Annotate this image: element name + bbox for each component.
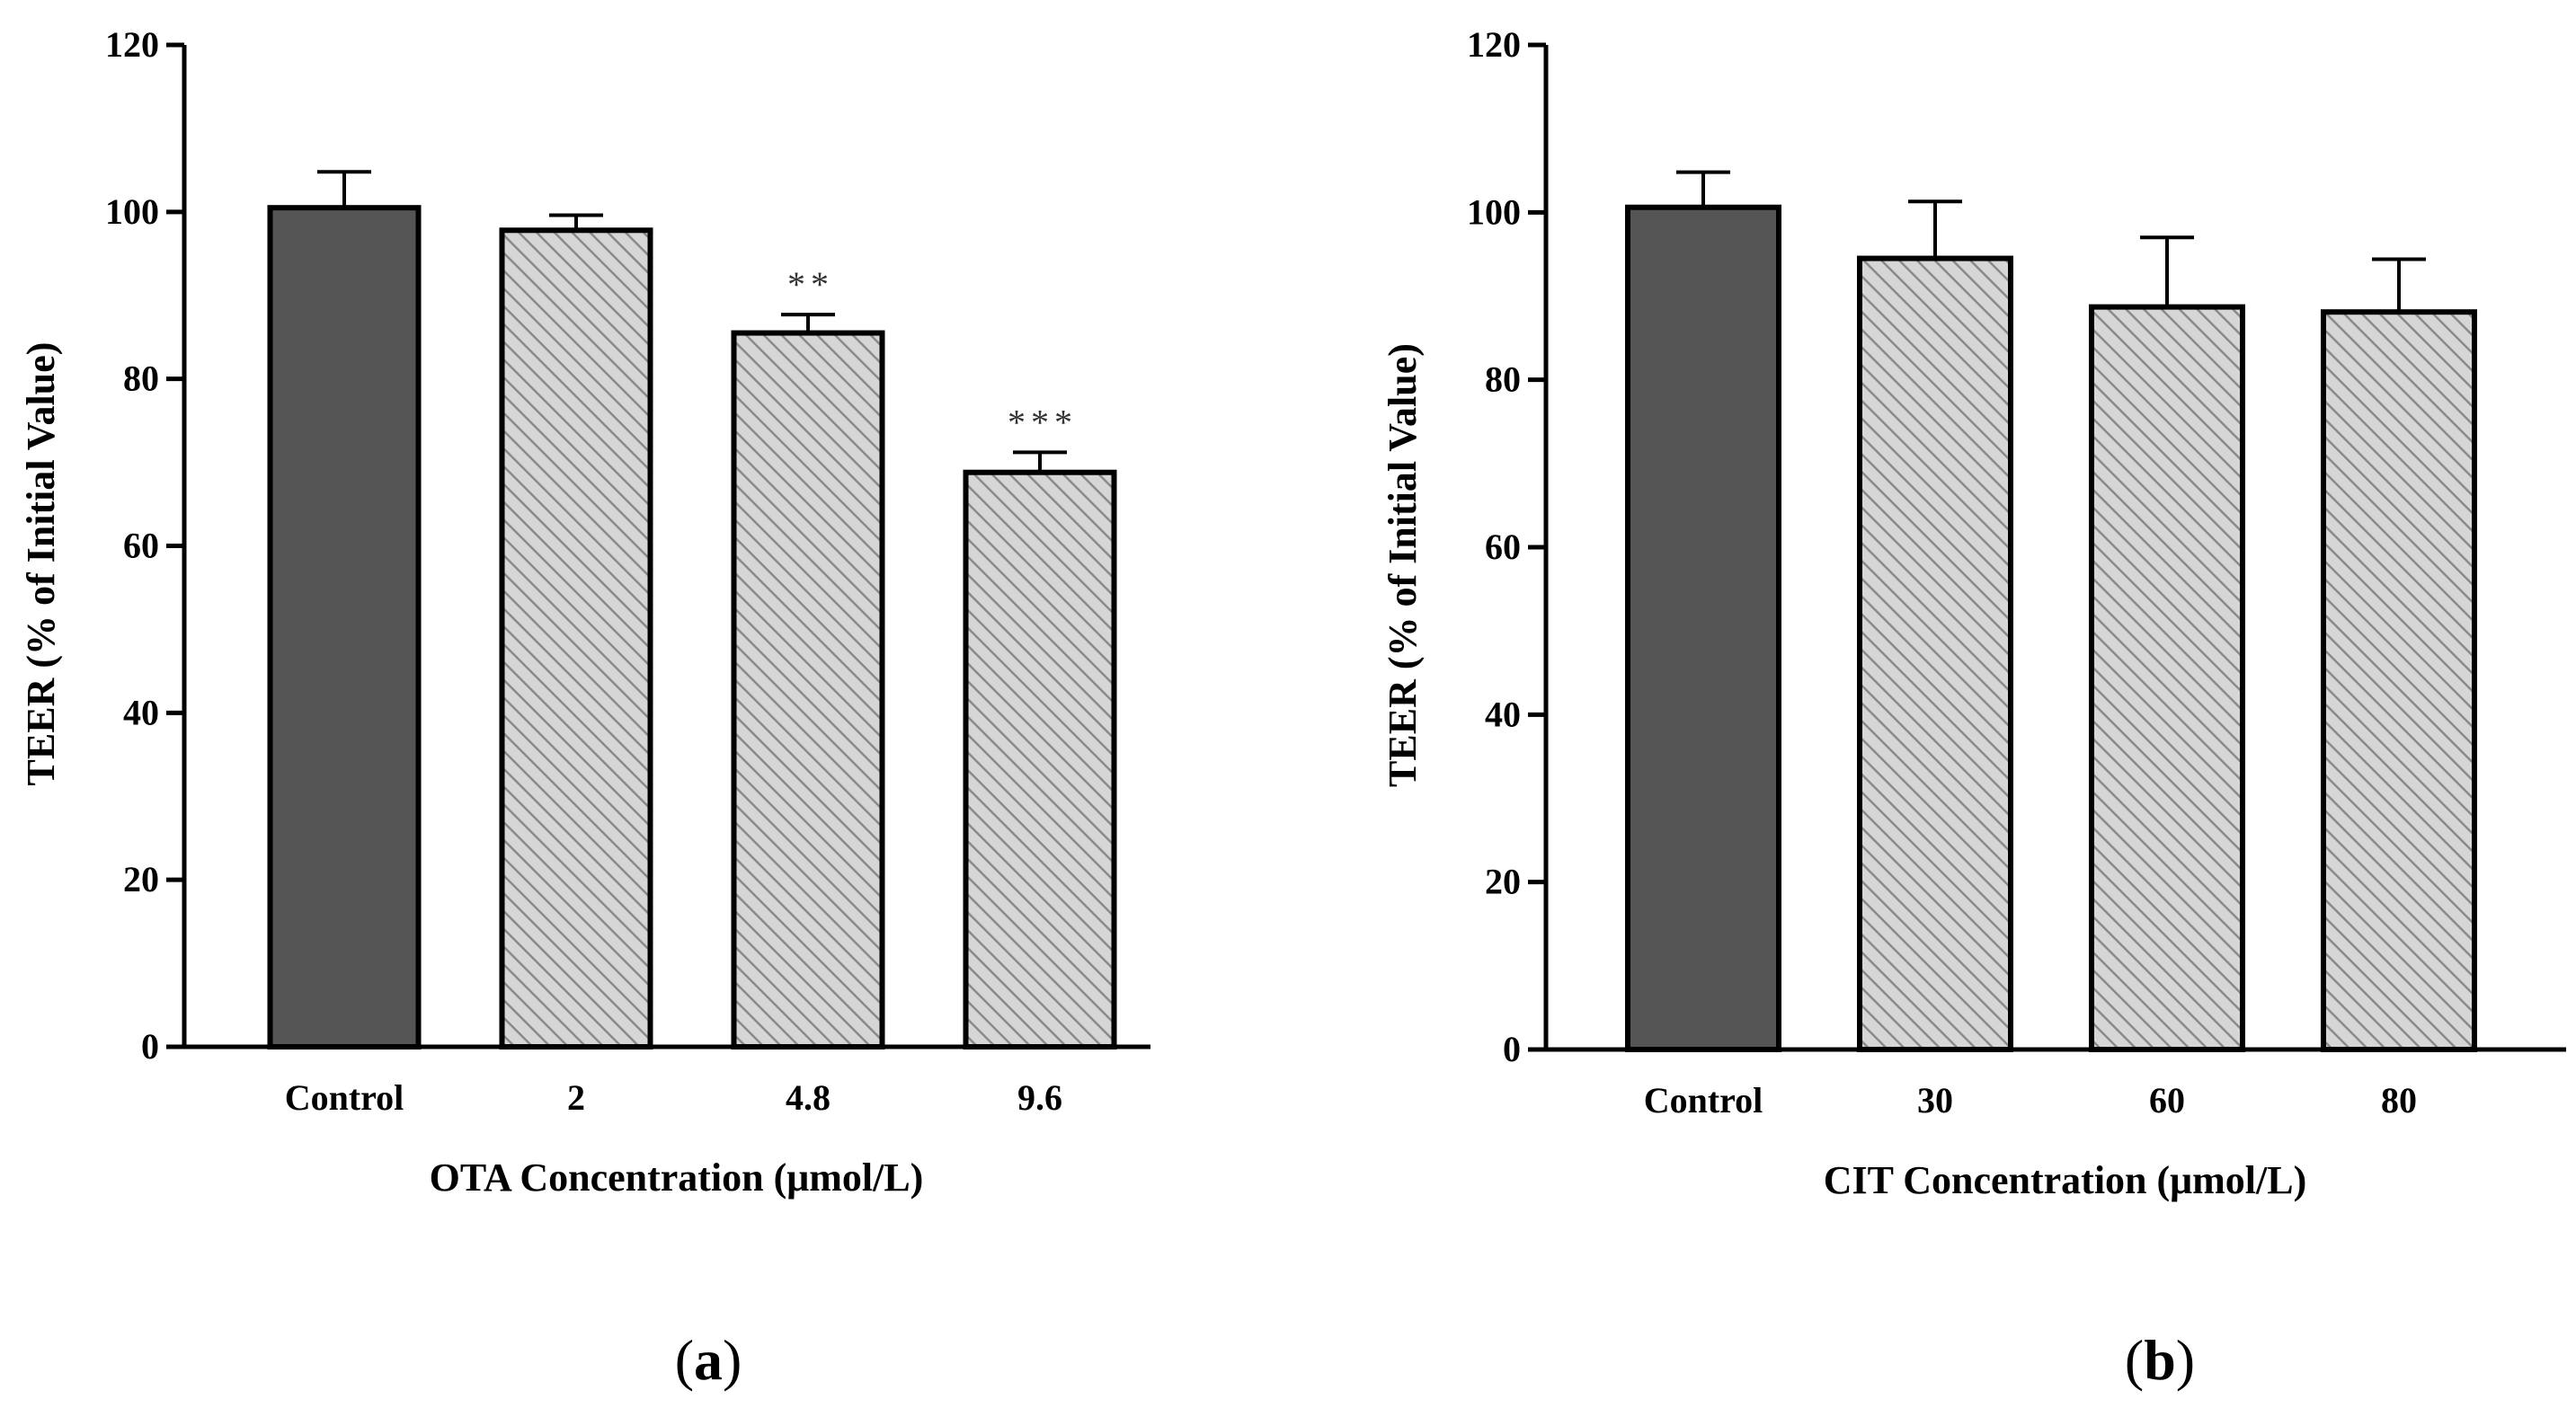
chart-panel-b: 0 20 40 60 80 100 120 Control 30 60 80 CIT Concentr… <box>1381 24 2566 1202</box>
y-tick-label-b-40: 40 <box>1485 694 1521 734</box>
x-tick-label-b-3: 80 <box>2381 1080 2417 1120</box>
panel-label-a: (a) <box>675 1328 742 1392</box>
bar-b-1 <box>1860 259 2011 1049</box>
y-tick-label-a-60: 60 <box>123 526 159 566</box>
y-tick-label-a-20: 20 <box>123 859 159 899</box>
y-tick-label-b-0: 0 <box>1503 1029 1521 1069</box>
x-tick-label-b-1: 30 <box>1917 1080 1953 1120</box>
y-tick-label-b-100: 100 <box>1467 191 1521 232</box>
y-tick-label-b-120: 120 <box>1467 24 1521 65</box>
x-tick-label-a-2: 4.8 <box>786 1077 831 1118</box>
y-tick-label-a-100: 100 <box>105 191 159 232</box>
bar-b-3 <box>2323 312 2474 1049</box>
x-tick-label-a-0: Control <box>285 1077 404 1118</box>
figure: 0 20 40 60 80 100 120 Control 2 4.8 ** 9.6 *** OTA Co… <box>0 0 2576 1417</box>
x-axis-title-b: CIT Concentration (μmol/L) <box>1824 1158 2306 1202</box>
bar-a-1 <box>502 230 651 1047</box>
y-tick-label-a-120: 120 <box>105 24 159 65</box>
y-tick-label-b-60: 60 <box>1485 527 1521 567</box>
y-axis-title-a: TEER (% of Initial Value) <box>19 342 63 786</box>
bar-a-2 <box>734 333 883 1047</box>
x-tick-label-a-3: 9.6 <box>1017 1077 1062 1118</box>
y-tick-label-a-0: 0 <box>141 1026 159 1067</box>
y-axis-title-b: TEER (% of Initial Value) <box>1381 343 1425 787</box>
y-tick-label-a-80: 80 <box>123 359 159 399</box>
bar-a-0 <box>271 208 419 1047</box>
bar-b-0 <box>1628 208 1779 1049</box>
y-tick-label-a-40: 40 <box>123 692 159 732</box>
x-tick-label-b-2: 60 <box>2149 1080 2185 1120</box>
x-axis-title-a: OTA Concentration (μmol/L) <box>430 1156 924 1200</box>
bar-b-2 <box>2092 307 2243 1049</box>
y-tick-label-b-80: 80 <box>1485 359 1521 400</box>
x-tick-label-a-1: 2 <box>567 1077 585 1118</box>
y-tick-label-b-20: 20 <box>1485 862 1521 902</box>
significance-label-a-2: ** <box>787 264 834 305</box>
chart-panel-a: 0 20 40 60 80 100 120 Control 2 4.8 ** 9.6 *** OTA Co… <box>19 24 1150 1200</box>
panel-label-b: (b) <box>2125 1328 2195 1392</box>
x-tick-label-b-0: Control <box>1644 1080 1763 1120</box>
bar-a-3 <box>966 473 1115 1047</box>
significance-label-a-3: *** <box>1008 402 1078 442</box>
